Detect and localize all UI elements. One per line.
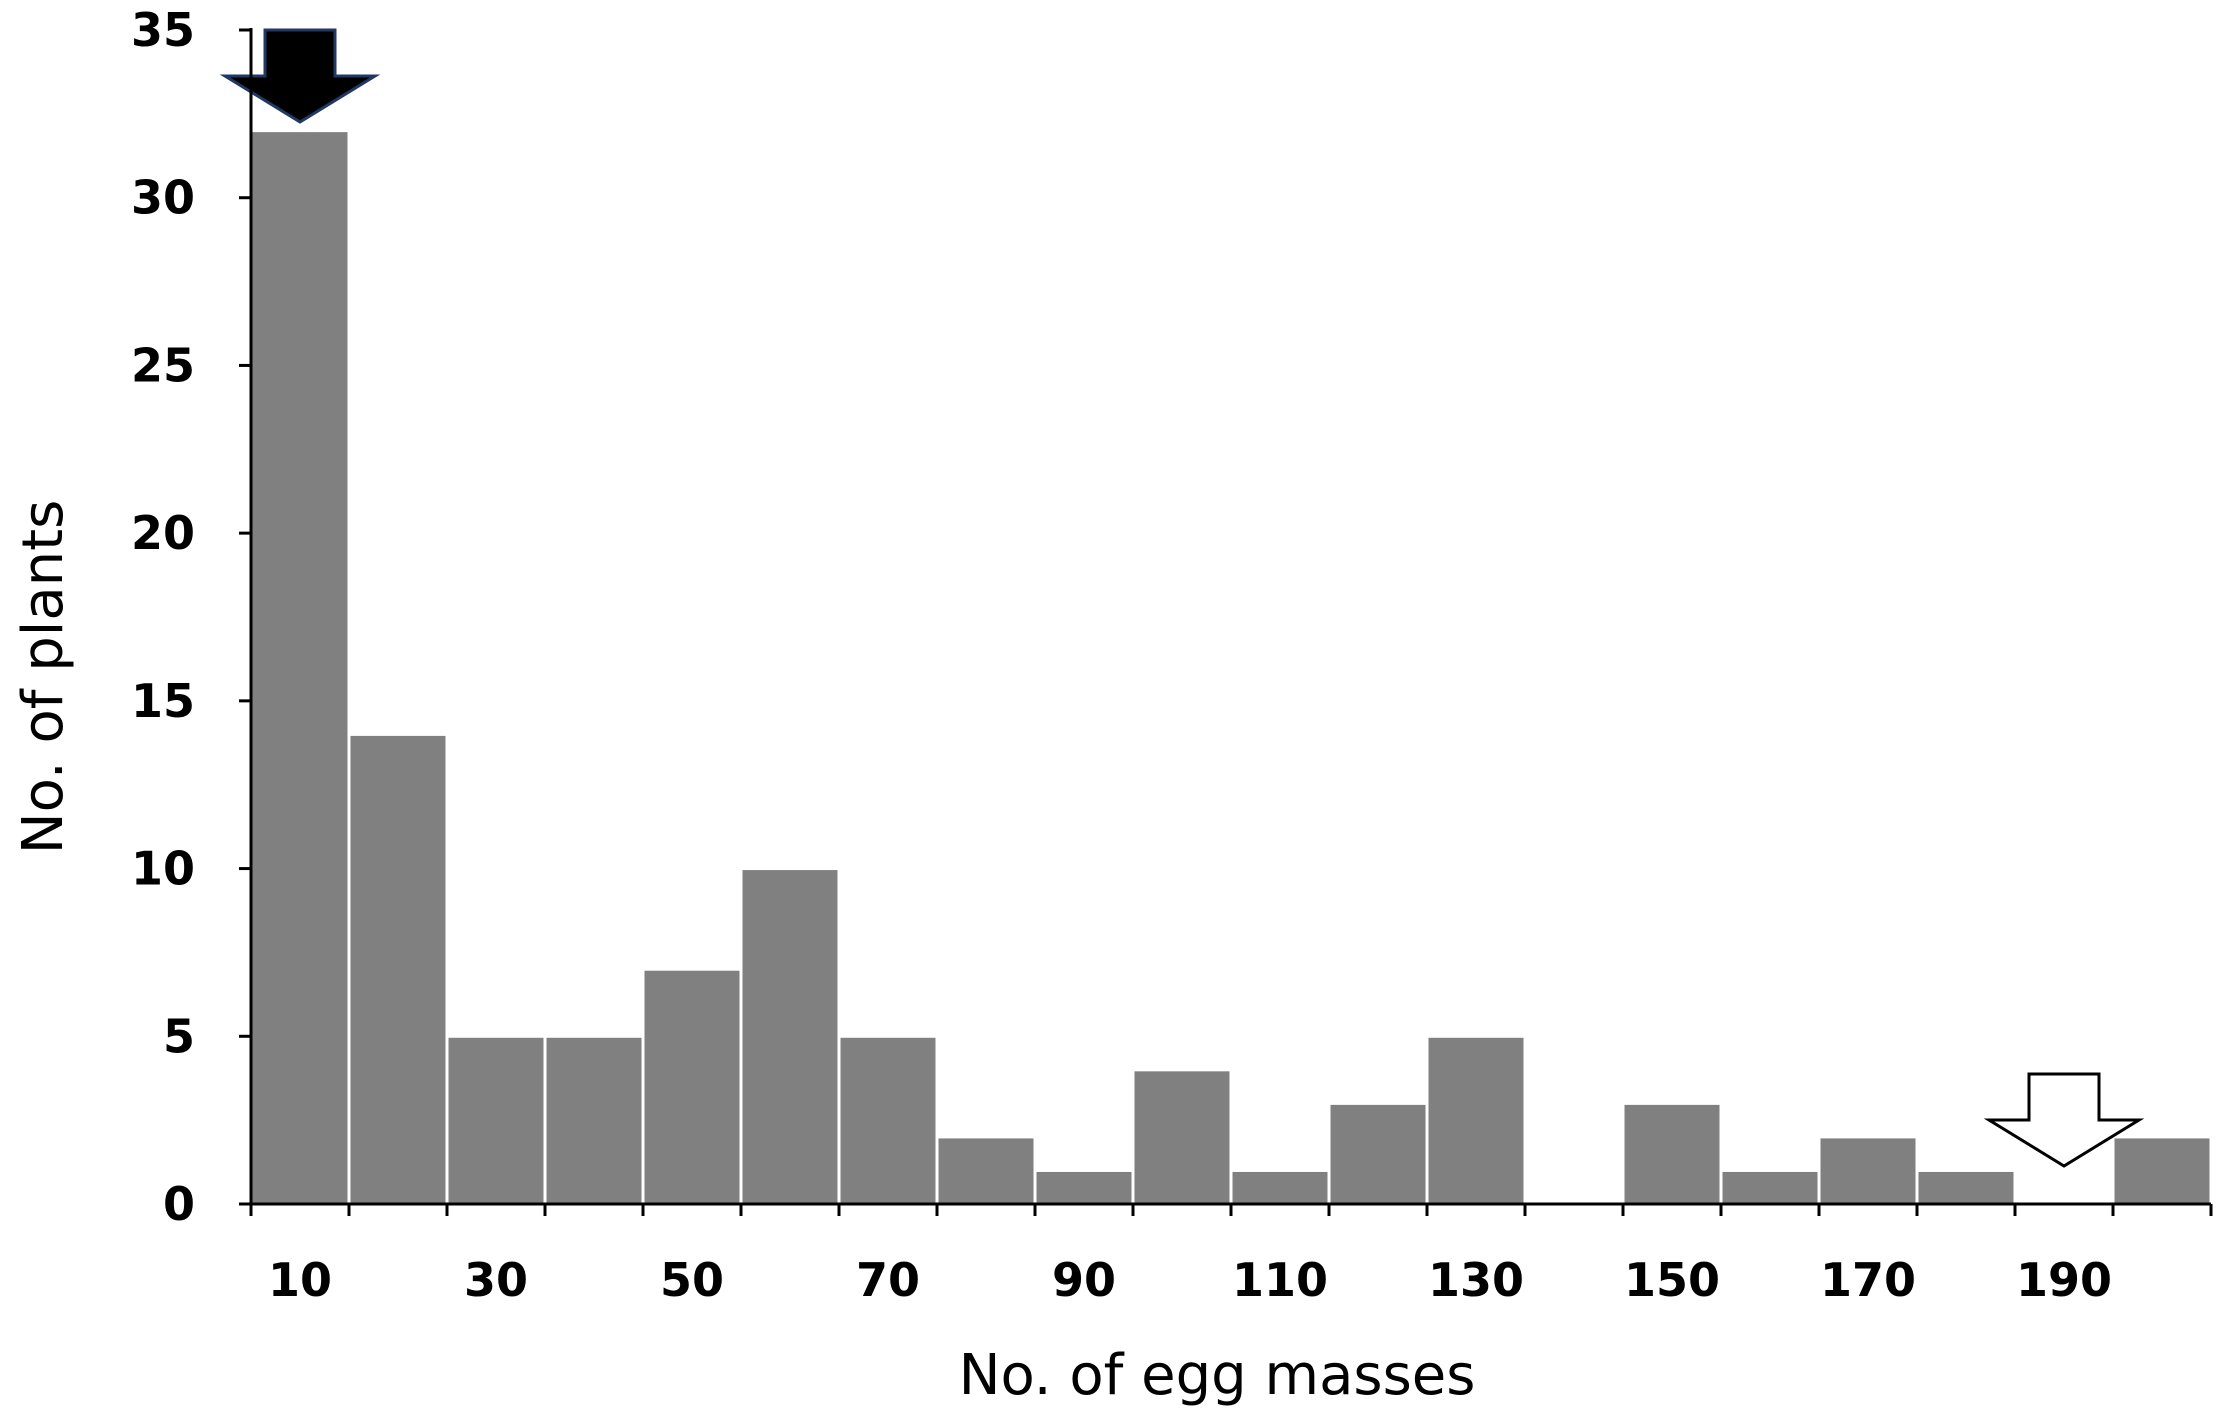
bars-group [249,129,2213,1206]
bar-80 [935,1135,1037,1206]
bar-50 [641,967,743,1206]
x-tick-label-10: 10 [268,1253,332,1307]
bar-90 [1033,1168,1135,1206]
bar-200 [2111,1135,2213,1206]
bar-70 [837,1034,939,1206]
x-tick-label-50: 50 [660,1253,724,1307]
y-tick-label-20: 20 [131,506,195,560]
bar-160 [1719,1168,1821,1206]
y-tick-label-5: 5 [163,1009,195,1063]
x-tick-label-30: 30 [464,1253,528,1307]
x-tick-label-190: 190 [2016,1253,2112,1307]
bar-130 [1425,1034,1527,1206]
y-tick-label-25: 25 [131,338,195,392]
bar-170 [1817,1135,1919,1206]
x-tick-label-150: 150 [1624,1253,1720,1307]
x-tick-label-70: 70 [856,1253,920,1307]
bar-120 [1327,1101,1429,1206]
y-tick-label-0: 0 [163,1177,195,1231]
y-tick-label-35: 35 [131,3,195,57]
bar-60 [739,867,841,1206]
bar-180 [1915,1168,2017,1206]
x-tick-label-110: 110 [1232,1253,1328,1307]
y-tick-label-15: 15 [131,674,195,728]
white-down-arrow-icon [1983,1072,2145,1168]
bar-40 [543,1034,645,1206]
x-tick-label-170: 170 [1820,1253,1916,1307]
bar-30 [445,1034,547,1206]
bar-110 [1229,1168,1331,1206]
y-axis-title: No. of plants [11,500,76,855]
bar-150 [1621,1101,1723,1206]
bar-100 [1131,1068,1233,1206]
x-tick-label-90: 90 [1052,1253,1116,1307]
bar-10 [249,129,351,1206]
y-tick-label-10: 10 [131,842,195,896]
x-tick-label-130: 130 [1428,1253,1524,1307]
y-ticks-group: 0 5 10 15 20 25 30 35 [131,3,251,1231]
x-ticks-group: 10 30 50 70 90 110 130 150 170 190 [249,1204,2213,1307]
bar-20 [347,732,449,1206]
annotations-group [219,28,2145,1168]
x-axis-title: No. of egg masses [959,1343,1476,1408]
y-tick-label-30: 30 [131,171,195,225]
black-down-arrow-icon [219,28,381,124]
